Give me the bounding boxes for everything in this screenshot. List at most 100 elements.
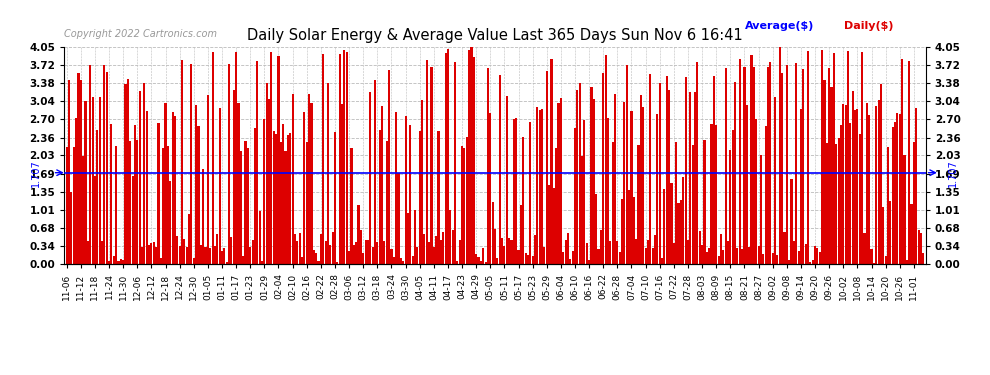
Bar — [235, 52, 238, 264]
Bar — [132, 176, 134, 264]
Bar — [771, 253, 774, 264]
Bar — [125, 84, 127, 264]
Bar — [913, 142, 915, 264]
Bar — [487, 68, 489, 264]
Bar — [838, 138, 840, 264]
Bar — [275, 134, 277, 264]
Bar — [889, 201, 891, 264]
Bar — [783, 232, 785, 264]
Bar — [103, 64, 105, 264]
Bar — [628, 190, 631, 264]
Bar — [595, 194, 597, 264]
Bar — [202, 169, 204, 264]
Title: Daily Solar Energy & Average Value Last 365 Days Sun Nov 6 16:41: Daily Solar Energy & Average Value Last … — [248, 28, 742, 43]
Bar — [520, 205, 522, 264]
Bar — [212, 52, 214, 264]
Bar — [330, 244, 332, 264]
Bar — [725, 68, 727, 264]
Bar — [798, 252, 800, 264]
Bar — [918, 230, 920, 264]
Bar — [489, 113, 491, 264]
Bar — [205, 247, 207, 264]
Bar — [915, 108, 918, 264]
Bar — [438, 130, 440, 264]
Bar — [793, 241, 795, 264]
Bar — [355, 242, 357, 264]
Bar — [197, 126, 200, 264]
Bar — [162, 148, 164, 264]
Bar — [781, 73, 783, 264]
Bar — [115, 146, 117, 264]
Bar — [152, 242, 154, 264]
Bar — [306, 142, 308, 264]
Bar — [583, 120, 585, 264]
Bar — [562, 252, 564, 264]
Bar — [428, 242, 431, 264]
Bar — [518, 251, 520, 264]
Bar — [364, 240, 366, 264]
Bar — [386, 141, 388, 264]
Bar — [421, 99, 423, 264]
Bar — [703, 140, 706, 264]
Bar — [713, 76, 715, 264]
Bar — [631, 111, 633, 264]
Bar — [701, 244, 703, 264]
Bar — [805, 244, 807, 264]
Bar — [458, 240, 460, 264]
Bar — [858, 134, 861, 264]
Bar — [446, 49, 449, 264]
Bar — [91, 97, 94, 264]
Bar — [530, 122, 532, 264]
Bar — [737, 248, 739, 264]
Bar — [332, 232, 334, 264]
Bar — [265, 83, 267, 264]
Bar — [221, 251, 223, 264]
Bar — [284, 150, 287, 264]
Bar — [341, 104, 344, 264]
Bar — [320, 234, 322, 264]
Bar — [911, 204, 913, 264]
Bar — [908, 62, 910, 264]
Bar — [243, 256, 245, 264]
Bar — [150, 243, 152, 264]
Bar — [454, 62, 456, 264]
Bar — [588, 260, 590, 264]
Bar — [564, 240, 566, 264]
Bar — [253, 128, 256, 264]
Text: 1.707: 1.707 — [31, 159, 42, 187]
Bar — [515, 118, 517, 264]
Bar — [638, 145, 640, 264]
Bar — [270, 52, 272, 264]
Bar — [856, 109, 858, 264]
Bar — [137, 140, 139, 264]
Bar — [899, 114, 901, 264]
Bar — [774, 98, 776, 264]
Bar — [301, 257, 303, 264]
Bar — [277, 56, 279, 264]
Bar — [240, 151, 242, 264]
Bar — [537, 107, 539, 264]
Bar — [251, 240, 253, 264]
Bar — [344, 50, 346, 264]
Bar — [65, 147, 67, 264]
Bar — [534, 236, 536, 264]
Bar — [419, 130, 421, 264]
Bar — [181, 60, 183, 264]
Bar — [456, 261, 458, 264]
Bar — [183, 239, 185, 264]
Bar — [268, 99, 270, 264]
Bar — [287, 135, 289, 264]
Bar — [711, 124, 713, 264]
Bar — [188, 214, 190, 264]
Bar — [383, 241, 385, 264]
Bar — [376, 242, 378, 264]
Bar — [75, 118, 77, 264]
Bar — [477, 257, 479, 264]
Bar — [633, 197, 635, 264]
Bar — [661, 258, 663, 264]
Bar — [745, 105, 747, 264]
Bar — [651, 248, 653, 264]
Bar — [424, 234, 426, 264]
Bar — [134, 125, 136, 264]
Bar — [484, 262, 487, 264]
